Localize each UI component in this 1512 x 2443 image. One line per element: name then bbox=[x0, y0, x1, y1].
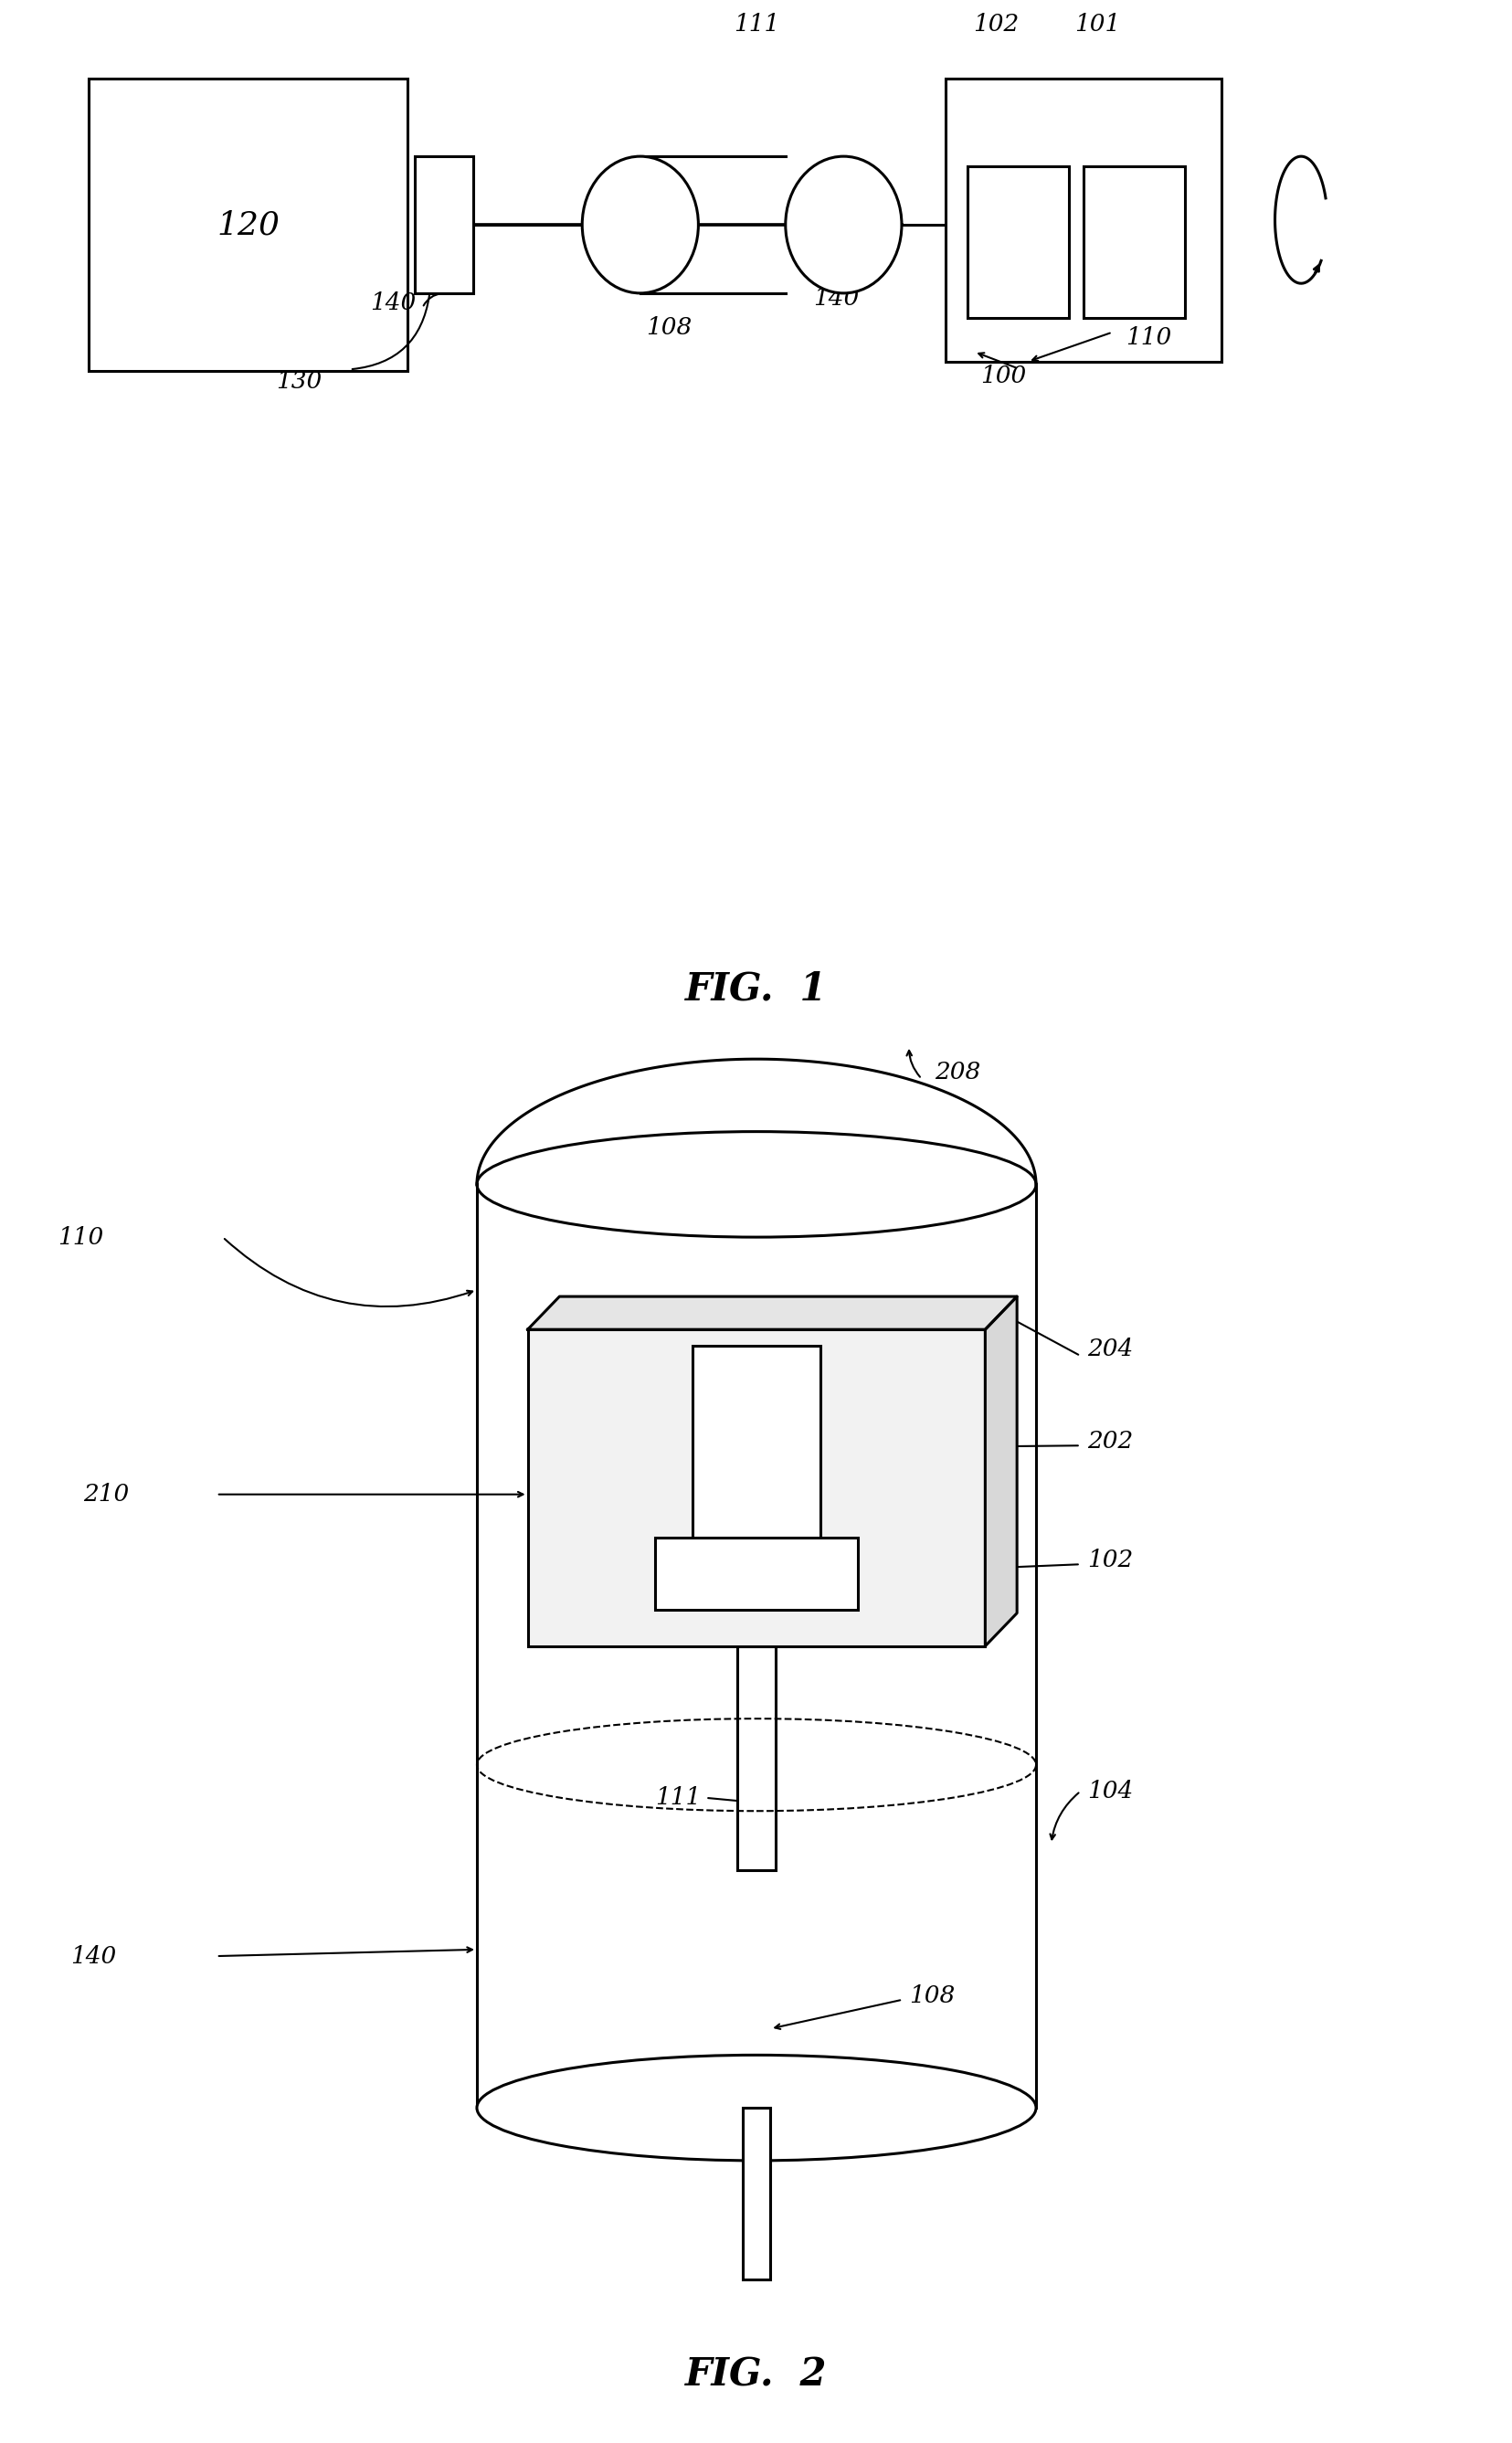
Text: 202: 202 bbox=[1086, 1429, 1132, 1454]
Text: 104: 104 bbox=[1086, 1781, 1132, 1803]
Text: FIG.  1: FIG. 1 bbox=[685, 970, 827, 1009]
Bar bbox=[414, 156, 473, 293]
Text: 110: 110 bbox=[1125, 325, 1170, 349]
Text: 204: 204 bbox=[1086, 1339, 1132, 1361]
Polygon shape bbox=[528, 1297, 1016, 1329]
Text: 102: 102 bbox=[1086, 1549, 1132, 1571]
Text: 101: 101 bbox=[1074, 12, 1120, 37]
Text: 120: 120 bbox=[216, 210, 280, 239]
Text: 111: 111 bbox=[733, 12, 779, 37]
Polygon shape bbox=[984, 1297, 1016, 1647]
Text: 130: 130 bbox=[275, 369, 322, 393]
Text: 208: 208 bbox=[934, 1060, 980, 1085]
Text: 100: 100 bbox=[980, 364, 1025, 388]
Text: 111: 111 bbox=[655, 1786, 700, 1810]
Text: 108: 108 bbox=[909, 1984, 954, 2008]
Ellipse shape bbox=[785, 156, 901, 293]
Text: 108: 108 bbox=[646, 315, 692, 340]
Text: 140: 140 bbox=[70, 1945, 116, 1967]
Bar bbox=[692, 1346, 820, 1551]
Bar bbox=[88, 78, 408, 371]
Bar bbox=[736, 1647, 776, 1871]
Bar bbox=[742, 2108, 770, 2279]
Text: 140: 140 bbox=[370, 291, 416, 315]
Bar bbox=[945, 78, 1220, 362]
Text: 102: 102 bbox=[972, 12, 1019, 37]
Ellipse shape bbox=[476, 2055, 1036, 2160]
Ellipse shape bbox=[582, 156, 699, 293]
Text: 110: 110 bbox=[57, 1226, 103, 1248]
Bar bbox=[655, 1537, 857, 1610]
Bar bbox=[966, 166, 1067, 318]
Bar bbox=[528, 1329, 984, 1647]
Bar bbox=[476, 1185, 1036, 2108]
Text: 140: 140 bbox=[813, 286, 859, 310]
Text: FIG.  2: FIG. 2 bbox=[685, 2355, 827, 2394]
Text: 210: 210 bbox=[83, 1483, 129, 1505]
Bar bbox=[1083, 166, 1184, 318]
